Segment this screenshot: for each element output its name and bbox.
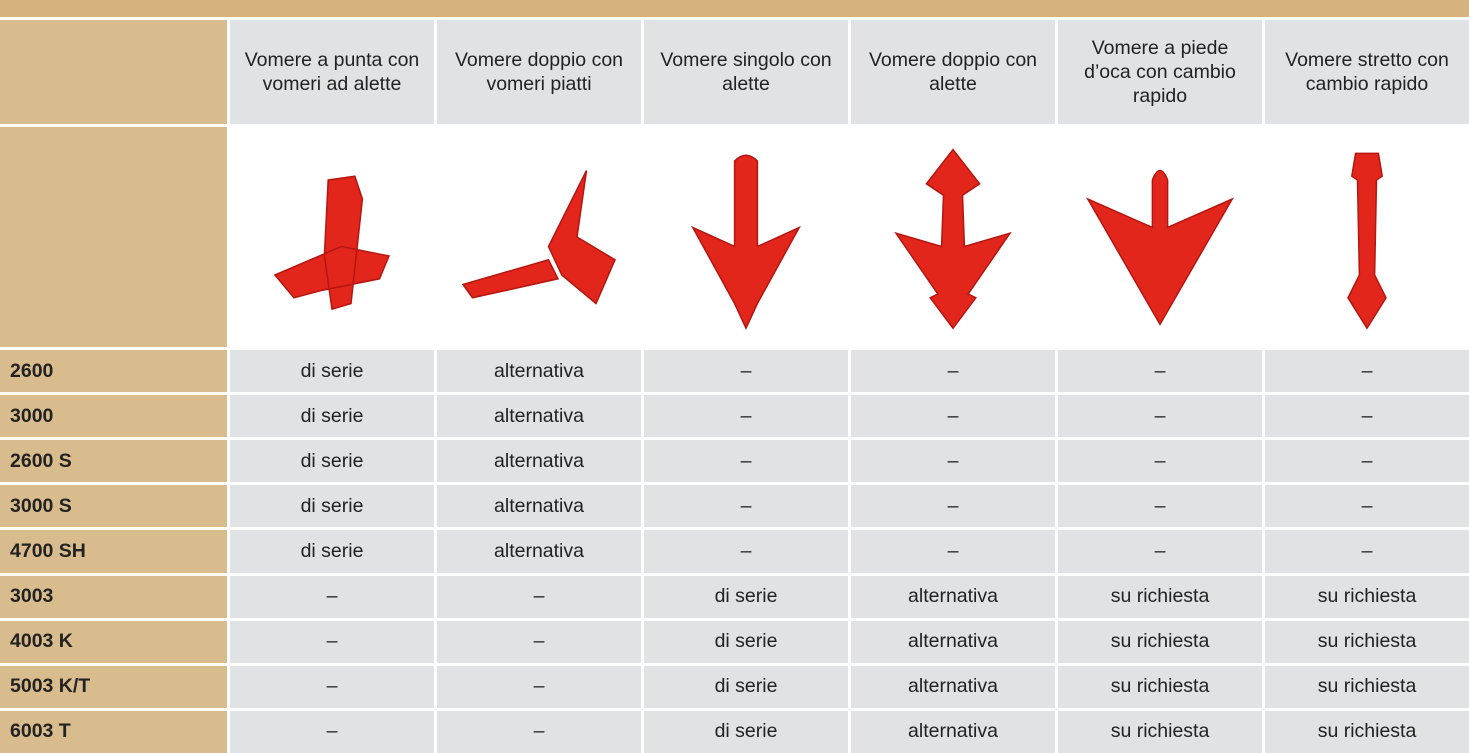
table-cell: alternativa [851, 620, 1055, 663]
table-cell: alternativa [851, 710, 1055, 753]
table-cell: – [851, 395, 1055, 438]
share-icon [273, 175, 391, 311]
column-header: Vomere a punta con vomeri ad alette [230, 20, 434, 124]
product-image [644, 127, 848, 347]
share-icon [894, 148, 1012, 330]
table-cell: – [1265, 395, 1469, 438]
table-cell: – [644, 350, 848, 393]
table-cell: – [851, 485, 1055, 528]
column-header: Vomere singolo con alette [644, 20, 848, 124]
table-cell: di serie [644, 665, 848, 708]
product-image [437, 127, 641, 347]
table-cell: su richiesta [1265, 620, 1469, 663]
table-cell: – [230, 620, 434, 663]
table-cell: su richiesta [1265, 710, 1469, 753]
table-cell: di serie [230, 485, 434, 528]
table-cell: – [851, 350, 1055, 393]
table-cell: su richiesta [1058, 665, 1262, 708]
column-header: Vomere a piede d’oca con cambio rapido [1058, 20, 1262, 124]
column-header: Vomere doppio con alette [851, 20, 1055, 124]
product-image [1058, 127, 1262, 347]
table-cell: – [1058, 350, 1262, 393]
table-cell: – [437, 620, 641, 663]
table-cell: di serie [230, 440, 434, 483]
product-image [230, 127, 434, 347]
table-cell: – [644, 530, 848, 573]
row-model: 3000 S [0, 485, 227, 528]
table-cell: – [1058, 395, 1262, 438]
table-cell: – [1058, 440, 1262, 483]
table-cell: – [1265, 440, 1469, 483]
table-cell: su richiesta [1058, 620, 1262, 663]
image-row-label [0, 127, 227, 347]
row-model: 2600 S [0, 440, 227, 483]
table-cell: di serie [230, 350, 434, 393]
table-cell: – [230, 710, 434, 753]
table-cell: – [1265, 350, 1469, 393]
column-header: Vomere stretto con cambio rapido [1265, 20, 1469, 124]
table-cell: su richiesta [1058, 710, 1262, 753]
table-cell: su richiesta [1265, 665, 1469, 708]
table-cell: alternativa [437, 485, 641, 528]
table-cell: di serie [230, 395, 434, 438]
share-icon [1085, 169, 1235, 326]
row-model: 4003 K [0, 620, 227, 663]
table-cell: – [644, 395, 848, 438]
table-cell: di serie [644, 710, 848, 753]
share-icon [461, 170, 616, 305]
table-cell: alternativa [851, 665, 1055, 708]
top-bar [0, 0, 1469, 17]
table-cell: alternativa [437, 395, 641, 438]
table-cell: di serie [644, 620, 848, 663]
product-image [851, 127, 1055, 347]
table-cell: – [644, 440, 848, 483]
table-cell: su richiesta [1058, 575, 1262, 618]
row-model: 3000 [0, 395, 227, 438]
table-cell: – [230, 575, 434, 618]
table-cell: su richiesta [1265, 575, 1469, 618]
table-cell: – [437, 710, 641, 753]
table-cell: – [851, 440, 1055, 483]
table-cell: – [1265, 485, 1469, 528]
row-model: 5003 K/T [0, 665, 227, 708]
table-cell: alternativa [437, 530, 641, 573]
table-cell: – [851, 530, 1055, 573]
share-icon [691, 154, 801, 331]
table-cell: alternativa [851, 575, 1055, 618]
row-model: 4700 SH [0, 530, 227, 573]
table-cell: – [1265, 530, 1469, 573]
row-model: 3003 [0, 575, 227, 618]
table-cell: alternativa [437, 440, 641, 483]
product-image [1265, 127, 1469, 347]
table-cell: – [437, 665, 641, 708]
table-cell: – [1058, 530, 1262, 573]
share-icon [1347, 152, 1387, 330]
corner-cell [0, 20, 227, 124]
table-cell: – [644, 485, 848, 528]
table-cell: di serie [230, 530, 434, 573]
table-cell: – [437, 575, 641, 618]
column-header: Vomere doppio con vomeri piatti [437, 20, 641, 124]
row-model: 2600 [0, 350, 227, 393]
table-cell: – [1058, 485, 1262, 528]
table-cell: di serie [644, 575, 848, 618]
table-cell: – [230, 665, 434, 708]
table-cell: alternativa [437, 350, 641, 393]
row-model: 6003 T [0, 710, 227, 753]
